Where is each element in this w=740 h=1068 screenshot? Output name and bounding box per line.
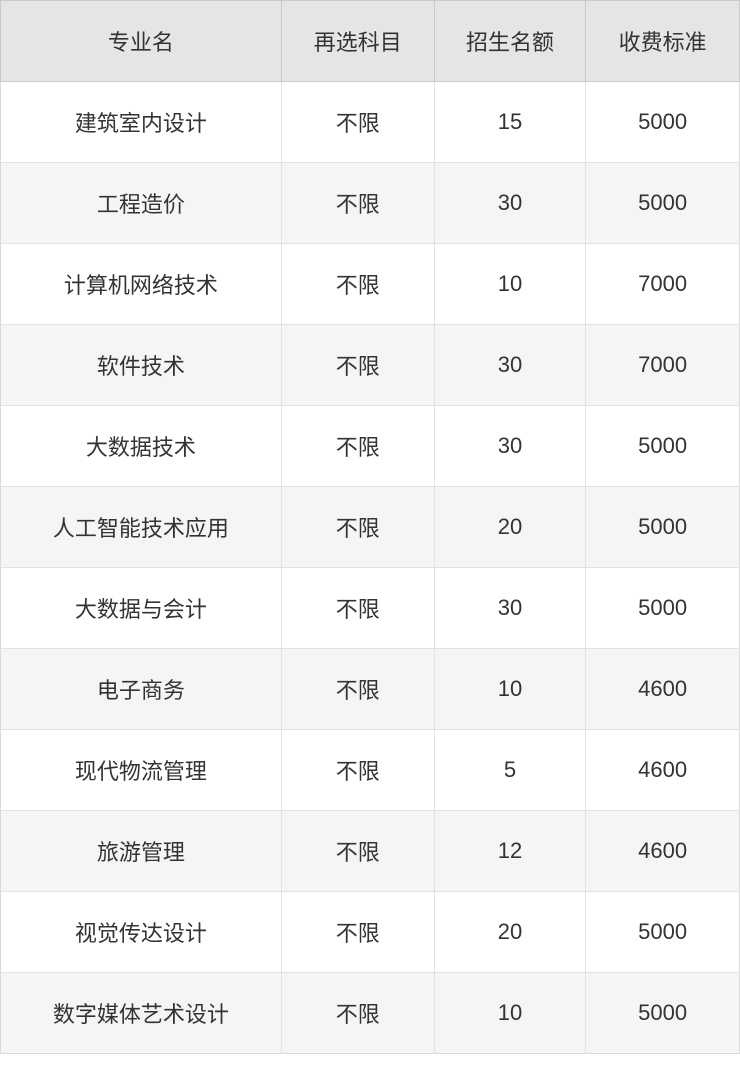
cell-fee: 4600 bbox=[585, 729, 740, 811]
cell-major: 大数据与会计 bbox=[0, 567, 282, 649]
cell-fee: 5000 bbox=[585, 405, 740, 487]
cell-subjects: 不限 bbox=[280, 243, 435, 325]
cell-major: 大数据技术 bbox=[0, 405, 282, 487]
cell-fee: 5000 bbox=[585, 567, 740, 649]
cell-fee: 7000 bbox=[585, 324, 740, 406]
cell-subjects: 不限 bbox=[280, 891, 435, 973]
column-header-subjects: 再选科目 bbox=[280, 0, 435, 82]
cell-quota: 10 bbox=[433, 648, 587, 730]
cell-subjects: 不限 bbox=[280, 972, 435, 1054]
table-row: 人工智能技术应用 不限 20 5000 bbox=[0, 486, 740, 568]
table-row: 软件技术 不限 30 7000 bbox=[0, 324, 740, 406]
cell-quota: 20 bbox=[433, 891, 587, 973]
cell-quota: 30 bbox=[433, 567, 587, 649]
cell-fee: 5000 bbox=[585, 486, 740, 568]
cell-quota: 5 bbox=[433, 729, 587, 811]
table-row: 建筑室内设计 不限 15 5000 bbox=[0, 81, 740, 163]
header-row: 专业名 再选科目 招生名额 收费标准 bbox=[0, 0, 740, 82]
cell-major: 数字媒体艺术设计 bbox=[0, 972, 282, 1054]
cell-subjects: 不限 bbox=[280, 324, 435, 406]
cell-quota: 30 bbox=[433, 324, 587, 406]
table-row: 大数据技术 不限 30 5000 bbox=[0, 405, 740, 487]
cell-subjects: 不限 bbox=[280, 81, 435, 163]
cell-fee: 4600 bbox=[585, 648, 740, 730]
cell-quota: 20 bbox=[433, 486, 587, 568]
cell-quota: 10 bbox=[433, 972, 587, 1054]
cell-subjects: 不限 bbox=[280, 162, 435, 244]
cell-subjects: 不限 bbox=[280, 567, 435, 649]
cell-fee: 5000 bbox=[585, 81, 740, 163]
cell-major: 建筑室内设计 bbox=[0, 81, 282, 163]
cell-major: 旅游管理 bbox=[0, 810, 282, 892]
table-row: 现代物流管理 不限 5 4600 bbox=[0, 729, 740, 811]
cell-quota: 15 bbox=[433, 81, 587, 163]
cell-subjects: 不限 bbox=[280, 405, 435, 487]
table-row: 电子商务 不限 10 4600 bbox=[0, 648, 740, 730]
cell-subjects: 不限 bbox=[280, 729, 435, 811]
cell-major: 软件技术 bbox=[0, 324, 282, 406]
cell-subjects: 不限 bbox=[280, 648, 435, 730]
table-row: 大数据与会计 不限 30 5000 bbox=[0, 567, 740, 649]
cell-subjects: 不限 bbox=[280, 486, 435, 568]
cell-quota: 30 bbox=[433, 405, 587, 487]
table-row: 视觉传达设计 不限 20 5000 bbox=[0, 891, 740, 973]
table-row: 工程造价 不限 30 5000 bbox=[0, 162, 740, 244]
cell-major: 视觉传达设计 bbox=[0, 891, 282, 973]
cell-major: 电子商务 bbox=[0, 648, 282, 730]
table-row: 数字媒体艺术设计 不限 10 5000 bbox=[0, 972, 740, 1054]
column-header-major: 专业名 bbox=[0, 0, 282, 82]
cell-subjects: 不限 bbox=[280, 810, 435, 892]
cell-fee: 4600 bbox=[585, 810, 740, 892]
cell-quota: 10 bbox=[433, 243, 587, 325]
cell-quota: 12 bbox=[433, 810, 587, 892]
cell-major: 计算机网络技术 bbox=[0, 243, 282, 325]
cell-quota: 30 bbox=[433, 162, 587, 244]
column-header-quota: 招生名额 bbox=[433, 0, 587, 82]
cell-fee: 5000 bbox=[585, 162, 740, 244]
cell-fee: 5000 bbox=[585, 891, 740, 973]
table-row: 旅游管理 不限 12 4600 bbox=[0, 810, 740, 892]
cell-fee: 7000 bbox=[585, 243, 740, 325]
cell-major: 工程造价 bbox=[0, 162, 282, 244]
cell-major: 人工智能技术应用 bbox=[0, 486, 282, 568]
table-row: 计算机网络技术 不限 10 7000 bbox=[0, 243, 740, 325]
cell-major: 现代物流管理 bbox=[0, 729, 282, 811]
column-header-fee: 收费标准 bbox=[585, 0, 740, 82]
cell-fee: 5000 bbox=[585, 972, 740, 1054]
